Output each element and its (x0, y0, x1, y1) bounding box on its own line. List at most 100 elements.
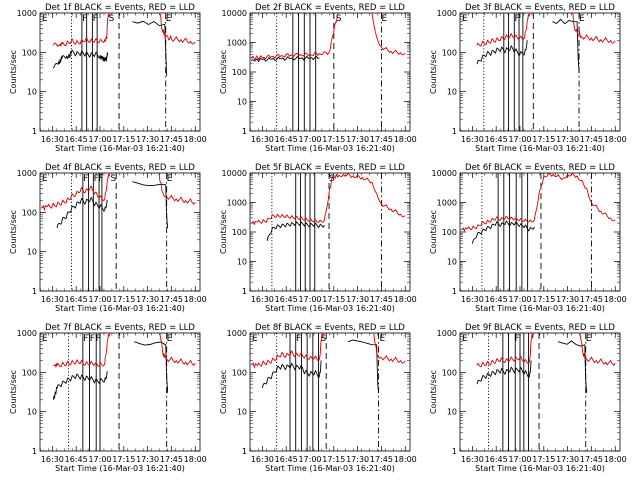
x-tick-label: 17:15 (532, 135, 555, 144)
y-axis-label: Counts/sec (219, 370, 228, 414)
y-tick-label: 1 (242, 287, 247, 296)
x-tick-label: 17:00 (88, 295, 111, 304)
x-tick-label: 17:45 (160, 295, 183, 304)
x-tick-label: 17:15 (112, 135, 135, 144)
axes-frame (39, 172, 201, 292)
x-tick-label: 18:00 (604, 135, 627, 144)
marker-flag-label: F (296, 334, 301, 344)
events-series-line (52, 371, 108, 400)
events-series-line (56, 196, 108, 229)
x-axis-label: Start Time (16-Mar-03 16:21:40) (475, 304, 605, 313)
x-tick-label: 16:30 (251, 135, 274, 144)
x-tick-label: 18:00 (394, 135, 417, 144)
y-tick-label: 10 (27, 88, 37, 97)
x-tick-label: 16:45 (485, 135, 508, 144)
x-tick-label: 17:15 (322, 135, 345, 144)
x-tick-label: 16:45 (65, 135, 88, 144)
events-series-line (552, 18, 580, 73)
detector-panel-9: Det 9f BLACK = Events, RED = LLD 1 10 100 10… (429, 323, 627, 473)
y-tick-label: 1 (452, 127, 457, 136)
detector-panel-6: Det 6f BLACK = Events, RED = LLD 1 10 100 10… (429, 163, 627, 313)
x-tick-label: 17:30 (136, 455, 159, 464)
x-tick-label: 16:45 (275, 455, 298, 464)
x-axis-label: Start Time (16-Mar-03 16:21:40) (55, 304, 185, 313)
y-tick-label: 1 (242, 127, 247, 136)
marker-flag-label: F (90, 334, 95, 344)
x-tick-label: 17:15 (112, 455, 135, 464)
axes-frame (39, 332, 201, 452)
marker-flag-label: F (98, 174, 103, 184)
x-tick-label: 16:45 (65, 455, 88, 464)
marker-flag-label: F (83, 334, 88, 344)
marker-flag-label: F (515, 334, 520, 344)
lld-series-line (250, 173, 406, 226)
series-group (476, 13, 616, 73)
y-tick-label: 10 (447, 258, 457, 267)
y-tick-label: 1000 (17, 9, 37, 18)
y-tick-label: 1000 (227, 39, 247, 48)
series-group (460, 173, 616, 244)
x-tick-label: 16:30 (461, 295, 484, 304)
y-tick-label: 10 (27, 248, 37, 257)
y-axis-label: Counts/sec (219, 210, 228, 254)
events-series-line (52, 49, 109, 69)
x-tick-label: 18:00 (604, 295, 627, 304)
detector-panel-1: Det 1f BLACK = Events, RED = LLD 1 10 100 10… (9, 3, 207, 153)
events-series-line (476, 360, 532, 385)
y-tick-label: 1000 (227, 329, 247, 338)
lld-series-line (476, 333, 534, 368)
x-tick-label: 17:00 (508, 135, 531, 144)
events-series-line (250, 55, 320, 63)
x-tick-label: 16:30 (461, 455, 484, 464)
series-group (250, 333, 406, 393)
marker-flag-label: E (586, 334, 592, 344)
axes-frame (249, 12, 411, 132)
marker-flag-label: S (109, 14, 115, 24)
marker-flag-label: F (93, 14, 98, 24)
events-series-line (476, 40, 528, 65)
x-tick-label: 17:45 (580, 455, 603, 464)
detector-panel-5: Det 5f BLACK = Events, RED = LLD 1 10 100 10… (219, 163, 417, 313)
marker-flag-label: F (82, 14, 87, 24)
x-tick-label: 16:45 (275, 295, 298, 304)
x-tick-label: 17:30 (136, 135, 159, 144)
x-tick-label: 18:00 (394, 295, 417, 304)
panel-title: Det 2f BLACK = Events, RED = LLD (255, 3, 405, 13)
x-axis-label: Start Time (16-Mar-03 16:21:40) (55, 144, 185, 153)
panel-title: Det 8f BLACK = Events, RED = LLD (255, 323, 405, 333)
y-tick-label: 10000 (432, 169, 457, 178)
x-tick-label: 16:30 (461, 135, 484, 144)
marker-flag-label: F (515, 14, 520, 24)
axes-frame (249, 332, 411, 452)
axes-frame (249, 172, 411, 292)
x-tick-label: 17:00 (298, 295, 321, 304)
y-tick-label: 10 (237, 98, 247, 107)
y-tick-label: 1000 (437, 329, 457, 338)
x-tick-label: 17:45 (160, 135, 183, 144)
x-tick-label: 17:15 (322, 295, 345, 304)
y-tick-label: 1 (242, 447, 247, 456)
x-tick-label: 17:30 (556, 455, 579, 464)
y-axis-label: Counts/sec (9, 370, 18, 414)
y-tick-label: 10 (27, 408, 37, 417)
panel-title: Det 7f BLACK = Events, RED = LLD (45, 323, 195, 333)
detector-panel-4: Det 4f BLACK = Events, RED = LLD 1 10 100 10… (9, 163, 207, 313)
axes-frame (39, 12, 201, 132)
x-tick-label: 17:45 (370, 455, 393, 464)
x-axis-label: Start Time (16-Mar-03 16:21:40) (475, 144, 605, 153)
y-tick-label: 1 (32, 127, 37, 136)
lld-series-line (159, 13, 196, 45)
x-tick-label: 17:45 (370, 135, 393, 144)
panel-title: Det 9f BLACK = Events, RED = LLD (465, 323, 615, 333)
lld-series-line (52, 13, 110, 48)
y-tick-label: 100 (22, 368, 37, 377)
panel-title: Det 6f BLACK = Events, RED = LLD (465, 163, 615, 173)
lld-series-line (572, 13, 616, 44)
events-series-line (347, 339, 380, 393)
y-tick-label: 100 (232, 228, 247, 237)
y-tick-label: 1000 (17, 169, 37, 178)
series-group (40, 173, 196, 229)
x-tick-label: 17:45 (580, 295, 603, 304)
panel-title: Det 1f BLACK = Events, RED = LLD (45, 3, 195, 13)
y-tick-label: 10 (447, 408, 457, 417)
